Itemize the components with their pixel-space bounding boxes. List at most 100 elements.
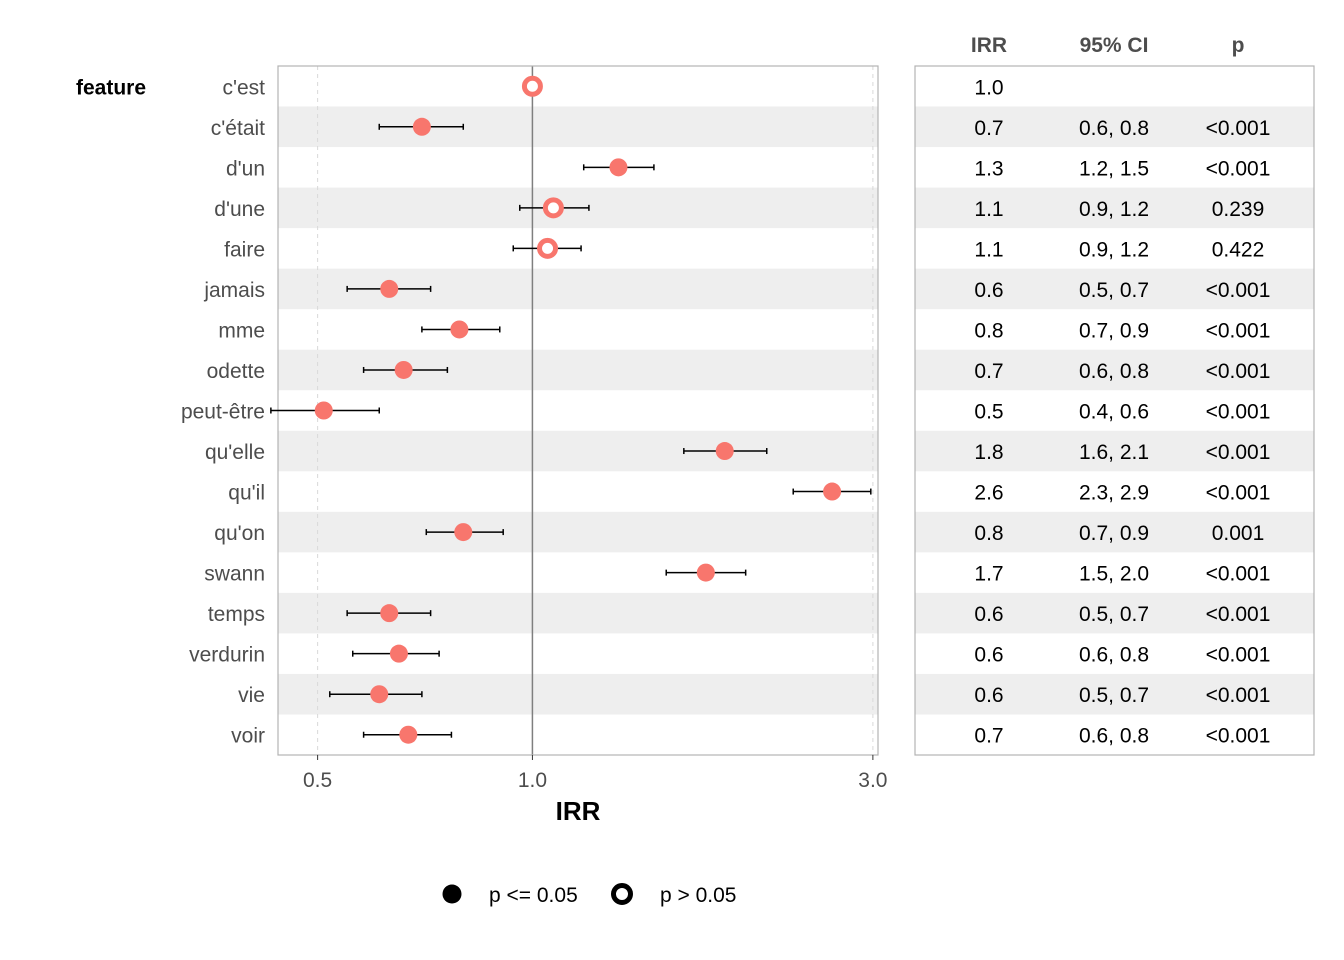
feature-label: mme	[218, 319, 265, 342]
feature-label: d'une	[214, 198, 265, 221]
p-value: <0.001	[1206, 684, 1271, 707]
ci-value: 0.6, 0.8	[1079, 644, 1149, 667]
table-header: p	[1232, 34, 1245, 57]
irr-value: 0.8	[974, 522, 1003, 545]
feature-label: c'était	[211, 117, 265, 140]
row-stripe	[915, 430, 1314, 472]
feature-label: qu'elle	[205, 441, 265, 464]
row-header: feature	[76, 76, 146, 99]
point-marker	[609, 158, 628, 177]
feature-label: temps	[208, 603, 265, 626]
p-value: 0.239	[1212, 198, 1265, 221]
feature-label: qu'on	[214, 522, 265, 545]
legend-label: p > 0.05	[660, 884, 736, 907]
feature-label: jamais	[203, 279, 265, 302]
ci-value: 0.9, 1.2	[1079, 238, 1149, 261]
table-header: IRR	[971, 34, 1007, 57]
irr-value: 0.6	[974, 603, 1003, 626]
point-marker	[412, 117, 431, 136]
legend-marker-open	[611, 883, 633, 905]
point-marker	[399, 725, 418, 744]
table-header: 95% CI	[1080, 34, 1149, 57]
x-tick-label: 3.0	[858, 769, 887, 792]
x-tick-label: 1.0	[518, 769, 547, 792]
table-panel: IRR 95% CI p 1.0 0.7 0.6, 0.8 <0.001 1.3 1.2, 1.…	[914, 34, 1315, 756]
row-stripe	[278, 430, 878, 472]
feature-label: vie	[238, 684, 265, 707]
ci-value: 1.6, 2.1	[1079, 441, 1149, 464]
ci-value: 0.6, 0.8	[1079, 117, 1149, 140]
p-value: <0.001	[1206, 725, 1271, 748]
p-value: <0.001	[1206, 563, 1271, 586]
ci-value: 0.7, 0.9	[1079, 522, 1149, 545]
table-border	[914, 65, 1315, 756]
point-marker	[696, 563, 715, 582]
p-value: <0.001	[1206, 157, 1271, 180]
irr-value: 0.5	[974, 401, 1003, 424]
ci-value: 0.4, 0.6	[1079, 401, 1149, 424]
ci-value: 0.9, 1.2	[1079, 198, 1149, 221]
p-value: <0.001	[1206, 401, 1271, 424]
ci-value: 0.5, 0.7	[1079, 684, 1149, 707]
irr-value: 2.6	[974, 482, 1003, 505]
row-stripe	[915, 268, 1314, 310]
ci-value: 0.6, 0.8	[1079, 725, 1149, 748]
irr-value: 1.7	[974, 563, 1003, 586]
ci-value: 0.5, 0.7	[1079, 279, 1149, 302]
x-tick-label: 0.5	[303, 769, 332, 792]
plot-panel: 0.5 1.0 3.0 IRR	[270, 65, 887, 826]
irr-value: 1.1	[974, 238, 1003, 261]
irr-value: 1.3	[974, 157, 1003, 180]
ci-value: 2.3, 2.9	[1079, 482, 1149, 505]
p-value: <0.001	[1206, 482, 1271, 505]
irr-value: 0.7	[974, 117, 1003, 140]
p-value: <0.001	[1206, 441, 1271, 464]
feature-label: faire	[224, 238, 265, 261]
feature-label: peut-être	[181, 401, 265, 424]
p-value: <0.001	[1206, 117, 1271, 140]
x-axis-title: IRR	[556, 796, 601, 826]
irr-value: 1.0	[974, 76, 1003, 99]
irr-value: 0.8	[974, 319, 1003, 342]
ci-value: 0.5, 0.7	[1079, 603, 1149, 626]
point-marker	[454, 523, 473, 542]
p-value: <0.001	[1206, 644, 1271, 667]
irr-value: 1.8	[974, 441, 1003, 464]
point-marker	[537, 237, 559, 259]
legend-label: p <= 0.05	[489, 884, 578, 907]
row-stripe	[915, 187, 1314, 229]
ci-value: 1.5, 2.0	[1079, 563, 1149, 586]
point-marker	[823, 482, 842, 501]
ci-value: 0.6, 0.8	[1079, 360, 1149, 383]
legend: p <= 0.05 p > 0.05	[442, 883, 736, 907]
irr-value: 0.7	[974, 725, 1003, 748]
feature-label: verdurin	[189, 644, 265, 667]
p-value: <0.001	[1206, 279, 1271, 302]
point-marker	[715, 442, 734, 461]
row-stripe	[915, 511, 1314, 553]
ci-value: 0.7, 0.9	[1079, 319, 1149, 342]
irr-value: 0.6	[974, 279, 1003, 302]
p-value: <0.001	[1206, 360, 1271, 383]
point-marker	[450, 320, 469, 339]
feature-label: odette	[207, 360, 265, 383]
point-marker	[521, 75, 543, 97]
feature-label: d'un	[226, 157, 265, 180]
row-stripe	[915, 349, 1314, 391]
irr-value: 1.1	[974, 198, 1003, 221]
row-stripe	[915, 592, 1314, 634]
irr-value: 0.6	[974, 684, 1003, 707]
feature-label: qu'il	[228, 482, 265, 505]
point-marker	[542, 197, 564, 219]
row-stripe	[915, 673, 1314, 715]
irr-value: 0.6	[974, 644, 1003, 667]
row-stripe	[278, 511, 878, 553]
p-value: 0.422	[1212, 238, 1265, 261]
point-marker	[314, 401, 333, 420]
p-value: 0.001	[1212, 522, 1265, 545]
point-marker	[394, 360, 413, 379]
p-value: <0.001	[1206, 603, 1271, 626]
point-marker	[380, 279, 399, 298]
feature-labels: feature c'est c'était d'un d'une faire jamais m…	[76, 76, 265, 747]
